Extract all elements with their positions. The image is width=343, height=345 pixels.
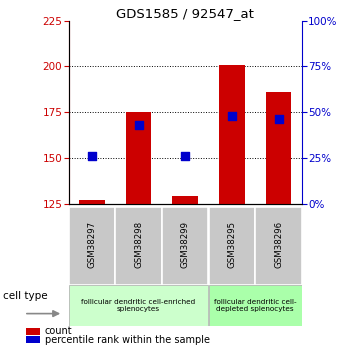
- Text: follicular dendritic cell-
depleted splenocytes: follicular dendritic cell- depleted sple…: [214, 299, 296, 312]
- Text: follicular dendritic cell-enriched
splenocytes: follicular dendritic cell-enriched splen…: [81, 299, 196, 312]
- Bar: [173, 196, 198, 204]
- Point: [136, 122, 141, 128]
- Text: count: count: [45, 326, 73, 336]
- Point: [182, 153, 188, 159]
- Text: GSM38298: GSM38298: [134, 221, 143, 268]
- Bar: [209, 285, 301, 326]
- Bar: [69, 285, 208, 326]
- Bar: [116, 207, 162, 285]
- Bar: [26, 336, 40, 343]
- Text: GSM38297: GSM38297: [87, 221, 96, 268]
- Point: [229, 113, 235, 119]
- Bar: [266, 92, 291, 204]
- Bar: [256, 207, 301, 285]
- Bar: [126, 112, 151, 204]
- Bar: [219, 65, 245, 204]
- Text: GSM38299: GSM38299: [181, 221, 190, 268]
- Bar: [162, 207, 208, 285]
- Title: GDS1585 / 92547_at: GDS1585 / 92547_at: [116, 7, 254, 20]
- Text: cell type: cell type: [3, 291, 48, 301]
- Bar: [69, 207, 115, 285]
- Bar: [79, 200, 105, 204]
- Bar: [209, 207, 255, 285]
- Point: [89, 153, 95, 159]
- Text: GSM38296: GSM38296: [274, 221, 283, 268]
- Text: GSM38295: GSM38295: [227, 221, 236, 268]
- Point: [276, 117, 281, 122]
- Text: percentile rank within the sample: percentile rank within the sample: [45, 335, 210, 345]
- Bar: [26, 328, 40, 335]
